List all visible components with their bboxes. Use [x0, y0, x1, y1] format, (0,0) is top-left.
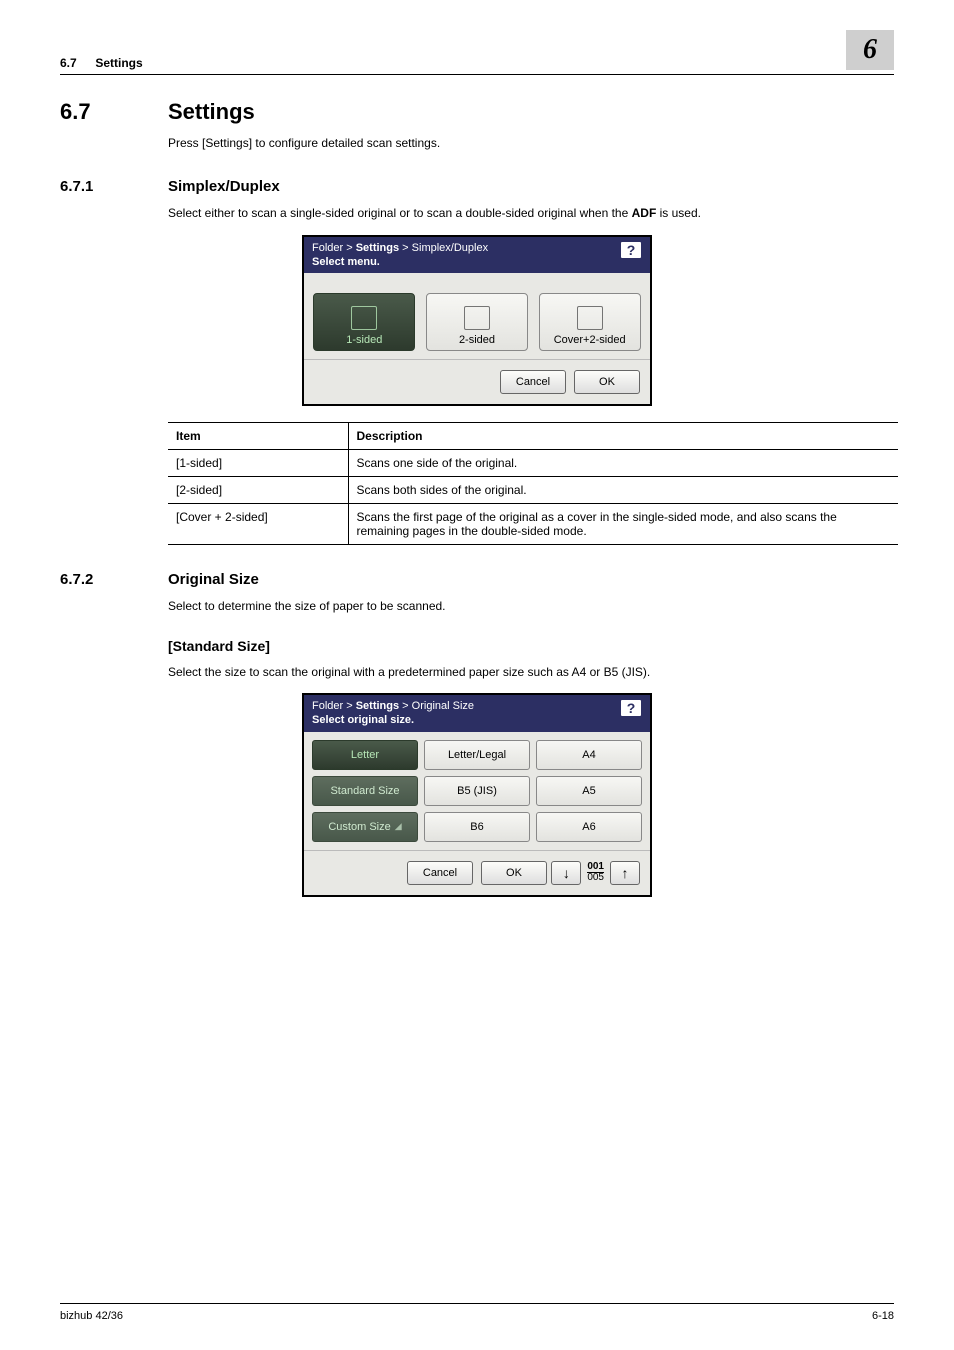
simplex-option[interactable]: 1-sided	[313, 293, 415, 351]
simplex-table: Item Description [1-sided]Scans one side…	[168, 422, 898, 545]
cell-desc: Scans both sides of the original.	[348, 477, 898, 504]
table-row: [2-sided]Scans both sides of the origina…	[168, 477, 898, 504]
sec67-intro: Press [Settings] to configure detailed s…	[168, 135, 894, 152]
page-counter: 001 005	[585, 862, 606, 883]
sec672-intro: Select to determine the size of paper to…	[168, 598, 894, 615]
running-header: 6.7 Settings	[60, 56, 143, 70]
page-icon	[577, 306, 603, 330]
sec671-intro: Select either to scan a single-sided ori…	[168, 205, 894, 222]
stdsize-title: [Standard Size]	[168, 638, 894, 654]
cell-item: [2-sided]	[168, 477, 348, 504]
help-icon[interactable]: ?	[620, 241, 642, 259]
page-icon	[351, 306, 377, 330]
footer-product: bizhub 42/36	[60, 1310, 123, 1322]
ok-button[interactable]: OK	[574, 370, 640, 394]
size-option[interactable]: A4	[536, 740, 642, 770]
th-desc: Description	[348, 423, 898, 450]
dialog-titlebar: Folder > Settings > Original Size Select…	[304, 695, 650, 732]
sec672-num: 6.7.2	[60, 571, 140, 588]
cancel-button[interactable]: Cancel	[500, 370, 566, 394]
breadcrumb: Folder > Settings > Simplex/Duplex	[312, 241, 488, 255]
sec671-num: 6.7.1	[60, 178, 140, 195]
cell-item: [1-sided]	[168, 450, 348, 477]
table-row: [1-sided]Scans one side of the original.	[168, 450, 898, 477]
page-down-button[interactable]: ↓	[551, 861, 581, 885]
simplex-option[interactable]: Cover+2-sided	[539, 293, 641, 351]
size-option[interactable]: Custom Size◢	[312, 812, 418, 842]
th-item: Item	[168, 423, 348, 450]
size-dialog: Folder > Settings > Original Size Select…	[302, 693, 652, 897]
simplex-dialog: Folder > Settings > Simplex/Duplex Selec…	[302, 235, 652, 407]
page-icon	[464, 306, 490, 330]
chapter-badge: 6	[846, 30, 894, 70]
running-num: 6.7	[60, 56, 92, 70]
help-icon[interactable]: ?	[620, 699, 642, 717]
page-footer: bizhub 42/36 6-18	[60, 1303, 894, 1322]
cell-desc: Scans the first page of the original as …	[348, 504, 898, 545]
size-option[interactable]: A5	[536, 776, 642, 806]
header-rule	[60, 74, 894, 75]
ok-button[interactable]: OK	[481, 861, 547, 885]
footer-page: 6-18	[872, 1310, 894, 1322]
size-option[interactable]: Standard Size	[312, 776, 418, 806]
option-label: 2-sided	[459, 334, 495, 346]
size-option[interactable]: A6	[536, 812, 642, 842]
expand-icon: ◢	[395, 821, 402, 832]
sec67-title: Settings	[168, 99, 255, 125]
sec671-title: Simplex/Duplex	[168, 178, 280, 195]
dialog-titlebar: Folder > Settings > Simplex/Duplex Selec…	[304, 237, 650, 274]
option-label: Cover+2-sided	[554, 334, 626, 346]
page-up-button[interactable]: ↑	[610, 861, 640, 885]
sec672-title: Original Size	[168, 571, 259, 588]
cell-item: [Cover + 2-sided]	[168, 504, 348, 545]
running-title: Settings	[95, 56, 142, 70]
dialog-subtitle: Select menu.	[312, 256, 380, 268]
cell-desc: Scans one side of the original.	[348, 450, 898, 477]
table-row: [Cover + 2-sided]Scans the first page of…	[168, 504, 898, 545]
size-option[interactable]: Letter	[312, 740, 418, 770]
sec67-num: 6.7	[60, 99, 140, 125]
stdsize-intro: Select the size to scan the original wit…	[168, 664, 894, 681]
simplex-option[interactable]: 2-sided	[426, 293, 528, 351]
size-option[interactable]: B6	[424, 812, 530, 842]
size-option[interactable]: B5 (JIS)	[424, 776, 530, 806]
dialog-subtitle: Select original size.	[312, 714, 414, 726]
breadcrumb: Folder > Settings > Original Size	[312, 699, 474, 713]
option-label: 1-sided	[346, 334, 382, 346]
size-option[interactable]: Letter/Legal	[424, 740, 530, 770]
cancel-button[interactable]: Cancel	[407, 861, 473, 885]
